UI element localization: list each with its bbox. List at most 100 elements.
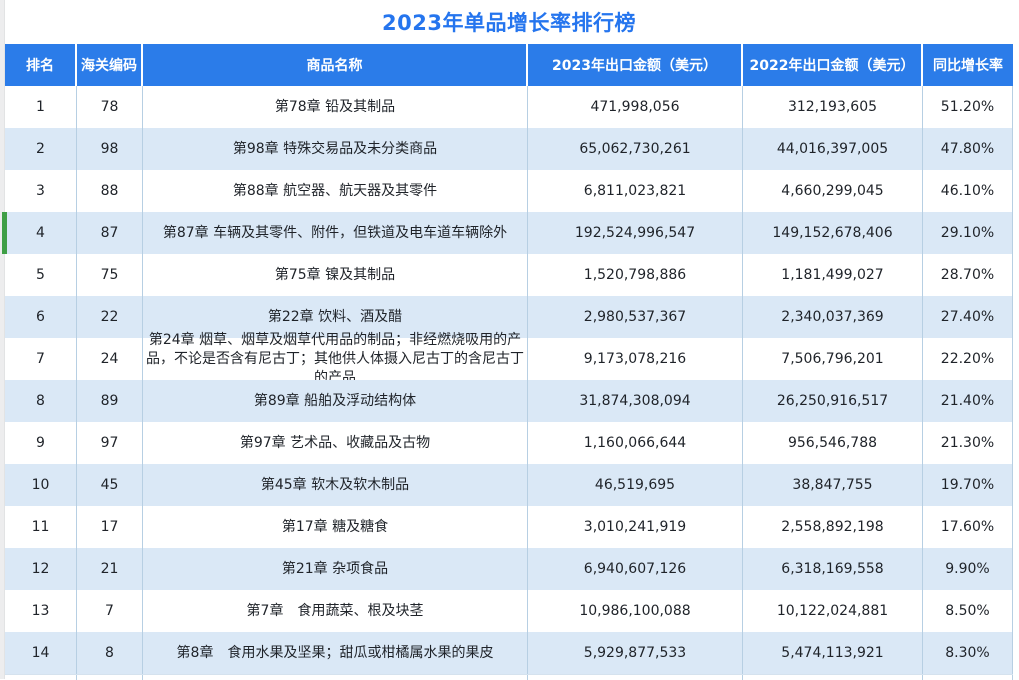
amount-2023-cell: 3,010,241,919 (528, 506, 743, 548)
growth-rate-cell: 47.80% (923, 128, 1013, 170)
amount-2023-cell: 1,160,066,644 (528, 422, 743, 464)
amount-2023-cell: 192,524,996,547 (528, 212, 743, 254)
amount-2023-cell: 31,874,308,094 (528, 380, 743, 422)
amount-2022-cell: 38,847,755 (743, 464, 923, 506)
rank-cell: 5 (5, 254, 77, 296)
partial-next-row (5, 674, 1013, 680)
table-row[interactable]: 13 7 第7章 食用蔬菜、根及块茎 10,986,100,088 10,122… (5, 590, 1013, 632)
product-name-cell: 第22章 饮料、酒及醋 (143, 296, 528, 338)
product-name-cell: 第78章 铅及其制品 (143, 86, 528, 128)
table-row[interactable]: 12 21 第21章 杂项食品 6,940,607,126 6,318,169,… (5, 548, 1013, 590)
amount-2022-cell: 2,340,037,369 (743, 296, 923, 338)
amount-2022-cell: 7,506,796,201 (743, 338, 923, 380)
product-name-cell: 第7章 食用蔬菜、根及块茎 (143, 590, 528, 632)
rank-cell: 10 (5, 464, 77, 506)
amount-2023-cell: 6,940,607,126 (528, 548, 743, 590)
amount-2023-cell: 10,986,100,088 (528, 590, 743, 632)
growth-rate-cell: 21.40% (923, 380, 1013, 422)
hs-code-cell: 78 (77, 86, 143, 128)
table-row[interactable]: 3 88 第88章 航空器、航天器及其零件 6,811,023,821 4,66… (5, 170, 1013, 212)
table-row[interactable]: 10 45 第45章 软木及软木制品 46,519,695 38,847,755… (5, 464, 1013, 506)
hs-code-cell: 17 (77, 506, 143, 548)
amount-2023-cell: 1,520,798,886 (528, 254, 743, 296)
partial-cell (5, 675, 77, 680)
table-row[interactable]: 4 87 第87章 车辆及其零件、附件，但铁道及电车道车辆除外 192,524,… (2, 212, 1013, 254)
growth-rate-cell: 9.90% (923, 548, 1013, 590)
hs-code-cell: 87 (77, 212, 143, 254)
hs-code-cell: 24 (77, 338, 143, 380)
rank-cell: 3 (5, 170, 77, 212)
rank-cell: 9 (5, 422, 77, 464)
partial-cell (143, 675, 528, 680)
amount-2022-cell: 4,660,299,045 (743, 170, 923, 212)
table-row[interactable]: 6 22 第22章 饮料、酒及醋 2,980,537,367 2,340,037… (5, 296, 1013, 338)
growth-rate-cell: 46.10% (923, 170, 1013, 212)
table-body: 1 78 第78章 铅及其制品 471,998,056 312,193,605 … (2, 86, 1013, 674)
product-name-cell: 第8章 食用水果及坚果；甜瓜或柑橘属水果的果皮 (143, 632, 528, 674)
rank-cell: 14 (5, 632, 77, 674)
hs-code-cell: 75 (77, 254, 143, 296)
table-row[interactable]: 7 24 第24章 烟草、烟草及烟草代用品的制品；非经燃烧吸用的产品，不论是否含… (5, 332, 1013, 386)
header-rank[interactable]: 排名 (5, 44, 77, 86)
page-title: 2023年单品增长率排行榜 (382, 11, 636, 35)
product-name-cell: 第45章 软木及软木制品 (143, 464, 528, 506)
rank-cell: 8 (5, 380, 77, 422)
product-name-cell: 第97章 艺术品、收藏品及古物 (143, 422, 528, 464)
amount-2023-cell: 9,173,078,216 (528, 338, 743, 380)
partial-cell (923, 675, 1013, 680)
product-name-cell: 第24章 烟草、烟草及烟草代用品的制品；非经燃烧吸用的产品，不论是否含有尼古丁；… (143, 332, 528, 386)
hs-code-cell: 7 (77, 590, 143, 632)
growth-rate-cell: 28.70% (923, 254, 1013, 296)
growth-rate-cell: 8.30% (923, 632, 1013, 674)
table-header-row: 排名 海关编码 商品名称 2023年出口金额（美元） 2022年出口金额（美元）… (5, 44, 1013, 86)
header-growth-rate[interactable]: 同比增长率 (933, 58, 1003, 74)
rank-cell: 13 (5, 590, 77, 632)
table-row[interactable]: 9 97 第97章 艺术品、收藏品及古物 1,160,066,644 956,5… (5, 422, 1013, 464)
header-amount-2022[interactable]: 2022年出口金额（美元） (743, 44, 923, 86)
growth-rate-cell: 19.70% (923, 464, 1013, 506)
growth-rate-cell: 17.60% (923, 506, 1013, 548)
product-name-cell: 第87章 车辆及其零件、附件，但铁道及电车道车辆除外 (143, 212, 528, 254)
amount-2022-cell: 6,318,169,558 (743, 548, 923, 590)
table-row[interactable]: 1 78 第78章 铅及其制品 471,998,056 312,193,605 … (5, 86, 1013, 128)
product-name-cell: 第21章 杂项食品 (143, 548, 528, 590)
amount-2022-cell: 956,546,788 (743, 422, 923, 464)
amount-2023-cell: 6,811,023,821 (528, 170, 743, 212)
partial-cell (743, 675, 923, 680)
rank-cell: 6 (5, 296, 77, 338)
amount-2023-cell: 65,062,730,261 (528, 128, 743, 170)
hs-code-cell: 45 (77, 464, 143, 506)
product-name-cell: 第75章 镍及其制品 (143, 254, 528, 296)
table-row[interactable]: 14 8 第8章 食用水果及坚果；甜瓜或柑橘属水果的果皮 5,929,877,5… (5, 632, 1013, 674)
product-name-cell: 第17章 糖及糖食 (143, 506, 528, 548)
table-row[interactable]: 2 98 第98章 特殊交易品及未分类商品 65,062,730,261 44,… (5, 128, 1013, 170)
hs-code-cell: 98 (77, 128, 143, 170)
table-row[interactable]: 8 89 第89章 船舶及浮动结构体 31,874,308,094 26,250… (5, 380, 1013, 422)
rank-cell: 2 (5, 128, 77, 170)
amount-2023-cell: 471,998,056 (528, 86, 743, 128)
header-amount-2023[interactable]: 2023年出口金额（美元） (528, 44, 743, 86)
growth-rate-cell: 21.30% (923, 422, 1013, 464)
rank-cell: 4 (5, 212, 77, 254)
table-row[interactable]: 11 17 第17章 糖及糖食 3,010,241,919 2,558,892,… (5, 506, 1013, 548)
growth-rate-cell: 27.40% (923, 296, 1013, 338)
ranking-table: 排名 海关编码 商品名称 2023年出口金额（美元） 2022年出口金额（美元）… (2, 44, 1013, 680)
hs-code-cell: 21 (77, 548, 143, 590)
rank-cell: 1 (5, 86, 77, 128)
growth-rate-cell: 22.20% (923, 338, 1013, 380)
header-hs-code[interactable]: 海关编码 (77, 44, 143, 86)
left-gutter (0, 0, 5, 679)
header-product-name[interactable]: 商品名称 (143, 44, 528, 86)
amount-2022-cell: 1,181,499,027 (743, 254, 923, 296)
amount-2022-cell: 10,122,024,881 (743, 590, 923, 632)
amount-2022-cell: 5,474,113,921 (743, 632, 923, 674)
table-row[interactable]: 5 75 第75章 镍及其制品 1,520,798,886 1,181,499,… (5, 254, 1013, 296)
partial-cell (77, 675, 143, 680)
hs-code-cell: 97 (77, 422, 143, 464)
rank-cell: 12 (5, 548, 77, 590)
amount-2023-cell: 2,980,537,367 (528, 296, 743, 338)
partial-cell (528, 675, 743, 680)
product-name-cell: 第98章 特殊交易品及未分类商品 (143, 128, 528, 170)
